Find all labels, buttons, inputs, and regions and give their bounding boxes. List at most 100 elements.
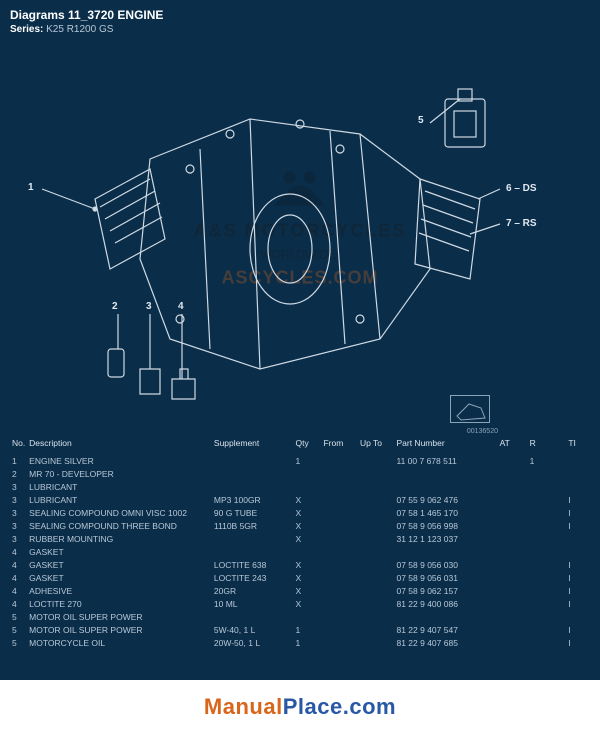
cell-supp: MP3 100GR	[212, 493, 294, 506]
cell-r	[528, 584, 567, 597]
cell-from	[321, 532, 358, 545]
cell-from	[321, 519, 358, 532]
cell-ti: I	[566, 506, 590, 519]
cell-r	[528, 636, 567, 649]
cell-ti: I	[566, 623, 590, 636]
cell-qty: X	[294, 519, 322, 532]
cell-no: 3	[10, 493, 27, 506]
cell-ti: I	[566, 558, 590, 571]
cell-part	[394, 610, 497, 623]
table-row: 1ENGINE SILVER111 00 7 678 5111	[10, 454, 590, 467]
cell-desc: LOCTITE 270	[27, 597, 212, 610]
cell-ti	[566, 610, 590, 623]
cell-supp	[212, 610, 294, 623]
cell-part: 81 22 9 407 685	[394, 636, 497, 649]
cell-qty: X	[294, 558, 322, 571]
cell-at	[498, 454, 528, 467]
cell-ti: I	[566, 597, 590, 610]
cell-from	[321, 584, 358, 597]
table-row: 3SEALING COMPOUND THREE BOND1110B 5GRX07…	[10, 519, 590, 532]
cell-at	[498, 597, 528, 610]
cell-desc: MR 70 - DEVELOPER	[27, 467, 212, 480]
cell-qty	[294, 545, 322, 558]
cell-part: 11 00 7 678 511	[394, 454, 497, 467]
cell-no: 3	[10, 519, 27, 532]
cell-desc: LUBRICANT	[27, 493, 212, 506]
cell-upto	[358, 519, 395, 532]
cell-no: 5	[10, 610, 27, 623]
series-label: Series:	[10, 24, 43, 35]
cell-no: 4	[10, 584, 27, 597]
cell-part: 31 12 1 123 037	[394, 532, 497, 545]
table-row: 3LUBRICANT	[10, 480, 590, 493]
cell-qty: 1	[294, 636, 322, 649]
cell-ti	[566, 545, 590, 558]
cell-from	[321, 493, 358, 506]
cell-at	[498, 519, 528, 532]
cell-supp	[212, 454, 294, 467]
cell-qty	[294, 467, 322, 480]
cell-part: 07 58 9 056 030	[394, 558, 497, 571]
cell-r	[528, 467, 567, 480]
cell-qty: X	[294, 532, 322, 545]
table-row: 3RUBBER MOUNTINGX31 12 1 123 037	[10, 532, 590, 545]
col-ti: TI	[566, 435, 590, 454]
cell-from	[321, 571, 358, 584]
cell-desc: ADHESIVE	[27, 584, 212, 597]
page-title: Diagrams 11_3720 ENGINE	[10, 8, 590, 22]
callout-2: 2	[112, 301, 118, 312]
cell-qty: X	[294, 584, 322, 597]
cell-upto	[358, 610, 395, 623]
table-row: 2MR 70 - DEVELOPER	[10, 467, 590, 480]
cell-supp: 10 ML	[212, 597, 294, 610]
header: Diagrams 11_3720 ENGINE Series: K25 R120…	[0, 0, 600, 39]
cell-from	[321, 480, 358, 493]
col-desc: Description	[27, 435, 212, 454]
cell-ti: I	[566, 584, 590, 597]
cell-part	[394, 545, 497, 558]
cell-r	[528, 623, 567, 636]
cell-at	[498, 493, 528, 506]
cell-from	[321, 454, 358, 467]
cell-part: 07 58 9 056 998	[394, 519, 497, 532]
cell-no: 3	[10, 532, 27, 545]
cell-upto	[358, 480, 395, 493]
callout-5: 5	[418, 115, 424, 126]
table-header-row: No. Description Supplement Qty From Up T…	[10, 435, 590, 454]
engine-diagram: A&S MOTORCYCLES WORLDWIDE! ASCYCLES.COM	[0, 39, 600, 429]
cell-desc: ENGINE SILVER	[27, 454, 212, 467]
cell-desc: SEALING COMPOUND THREE BOND	[27, 519, 212, 532]
col-from: From	[321, 435, 358, 454]
cell-supp: 20GR	[212, 584, 294, 597]
col-qty: Qty	[294, 435, 322, 454]
cell-part: 81 22 9 400 086	[394, 597, 497, 610]
cell-at	[498, 571, 528, 584]
col-no: No.	[10, 435, 27, 454]
cell-desc: SEALING COMPOUND OMNI VISC 1002	[27, 506, 212, 519]
cell-upto	[358, 636, 395, 649]
page: Diagrams 11_3720 ENGINE Series: K25 R120…	[0, 0, 600, 680]
cell-no: 1	[10, 454, 27, 467]
cell-qty: 1	[294, 454, 322, 467]
cell-at	[498, 636, 528, 649]
cell-part	[394, 480, 497, 493]
cell-supp: 90 G TUBE	[212, 506, 294, 519]
table-row: 4LOCTITE 27010 MLX81 22 9 400 086I	[10, 597, 590, 610]
cell-at	[498, 532, 528, 545]
cell-at	[498, 623, 528, 636]
cell-no: 3	[10, 480, 27, 493]
cell-supp: 5W-40, 1 L	[212, 623, 294, 636]
cell-ti: I	[566, 636, 590, 649]
cell-no: 4	[10, 597, 27, 610]
cell-qty	[294, 610, 322, 623]
cell-qty: 1	[294, 623, 322, 636]
cell-qty: X	[294, 571, 322, 584]
cell-from	[321, 558, 358, 571]
cell-part: 07 55 9 062 476	[394, 493, 497, 506]
cell-from	[321, 545, 358, 558]
cell-ti: I	[566, 571, 590, 584]
cell-upto	[358, 467, 395, 480]
cell-from	[321, 623, 358, 636]
cell-supp: LOCTITE 638	[212, 558, 294, 571]
page-subtitle: Series: K25 R1200 GS	[10, 24, 590, 35]
